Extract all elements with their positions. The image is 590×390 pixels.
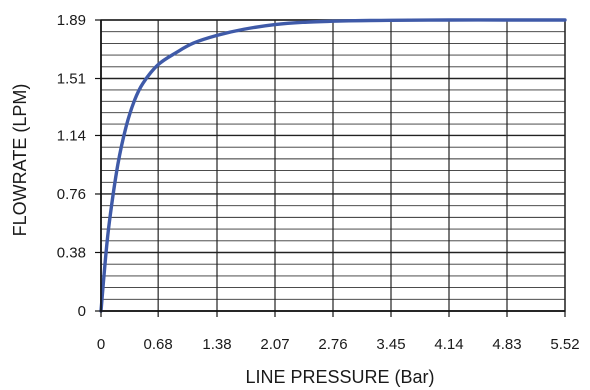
axis-layer bbox=[95, 19, 566, 317]
x-tick-label: 3.45 bbox=[376, 336, 405, 353]
x-tick-label: 5.52 bbox=[550, 336, 579, 353]
x-tick-label: 4.83 bbox=[492, 336, 521, 353]
series-layer bbox=[99, 18, 567, 313]
x-tick-label: 2.07 bbox=[260, 336, 289, 353]
y-tick-label: 1.51 bbox=[57, 71, 86, 88]
x-axis-title: LINE PRESSURE (Bar) bbox=[245, 367, 434, 387]
grid-layer bbox=[100, 19, 566, 312]
y-tick-label: 0.76 bbox=[57, 186, 86, 203]
y-tick-label: 1.14 bbox=[57, 127, 86, 144]
y-tick-label: 0 bbox=[78, 303, 86, 320]
x-tick-label: 0.68 bbox=[144, 336, 173, 353]
y-tick-label: 0.38 bbox=[57, 244, 86, 261]
y-axis-title: FLOWRATE (LPM) bbox=[10, 84, 30, 237]
y-tick-label: 1.89 bbox=[57, 12, 86, 29]
flowrate-curve bbox=[99, 18, 567, 313]
x-tick-label: 2.76 bbox=[318, 336, 347, 353]
x-tick-label: 0 bbox=[97, 336, 105, 353]
ticks-layer: 0 0.68 1.38 2.07 2.76 3.45 4.14 4.83 5.52 0 0.38 0.… bbox=[57, 12, 580, 353]
x-tick-label: 1.38 bbox=[202, 336, 231, 353]
x-tick-label: 4.14 bbox=[434, 336, 463, 353]
